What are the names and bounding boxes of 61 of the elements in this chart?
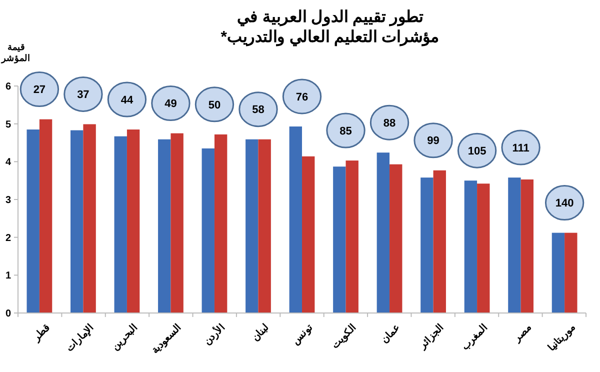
annotation: 76 (296, 91, 308, 104)
bar (333, 166, 346, 313)
bar (114, 136, 127, 313)
y-tick-label: 1 (5, 270, 12, 282)
x-tick-label: لبنان (250, 322, 272, 344)
x-tick-label: البحرين (110, 322, 140, 353)
x-tick-label: قطر (30, 322, 53, 344)
x-tick-label: مصر (511, 322, 534, 345)
bar (508, 178, 521, 313)
annotation: 99 (427, 135, 440, 148)
bar (39, 119, 52, 313)
bar (376, 152, 390, 313)
annotation: 58 (252, 104, 264, 116)
bar (464, 180, 478, 313)
annotation: 37 (77, 89, 90, 102)
bar (552, 232, 565, 313)
x-tick-label: الكويت (330, 322, 359, 352)
x-tick-label: السعودية (150, 322, 184, 356)
annotation: 85 (340, 125, 352, 138)
x-tick-label: المغرب (460, 322, 490, 353)
bar (214, 134, 228, 313)
bar (564, 232, 578, 313)
annotation: 88 (383, 117, 396, 130)
annotation: 50 (208, 99, 221, 112)
bar (83, 124, 96, 313)
annotation: 27 (33, 84, 46, 96)
bar (158, 139, 171, 313)
y-tick-label: 3 (5, 195, 12, 206)
x-tick-label: تونس (290, 322, 316, 348)
bar (126, 130, 140, 313)
y-tick-label: 4 (5, 157, 12, 168)
bar (346, 160, 358, 313)
bar (420, 178, 434, 313)
bar (433, 170, 446, 313)
y-tick-label: 0 (5, 308, 12, 320)
bar (302, 156, 315, 313)
annotation: 140 (555, 198, 574, 210)
x-tick-label: الأردن (201, 322, 228, 348)
y-tick-label: 5 (5, 119, 12, 130)
bar (202, 148, 214, 313)
y-axis-title: قيمة المؤشر (0, 42, 30, 64)
x-tick-label: موريتانيا (546, 322, 578, 354)
bar (70, 130, 84, 313)
annotation: 44 (120, 94, 134, 106)
bar (26, 130, 40, 313)
bar (390, 164, 402, 313)
x-tick-label: عمان (379, 322, 403, 346)
bar (520, 179, 534, 313)
bar (246, 139, 258, 313)
annotation: 49 (164, 98, 177, 110)
bar (289, 126, 302, 313)
y-tick-label: 6 (5, 82, 12, 92)
x-tick-label: الإمارات (64, 322, 96, 354)
bar (477, 184, 490, 313)
annotation: 111 (512, 142, 530, 154)
x-tick-label: الجزائر (416, 322, 446, 352)
chart-title: تطور تقييم الدول العربية في مؤشرات التعليم العالي والتدريب* (220, 9, 440, 47)
bar (170, 133, 184, 313)
y-tick-label: 2 (5, 232, 12, 244)
bar (258, 139, 271, 313)
annotation: 105 (468, 145, 486, 158)
